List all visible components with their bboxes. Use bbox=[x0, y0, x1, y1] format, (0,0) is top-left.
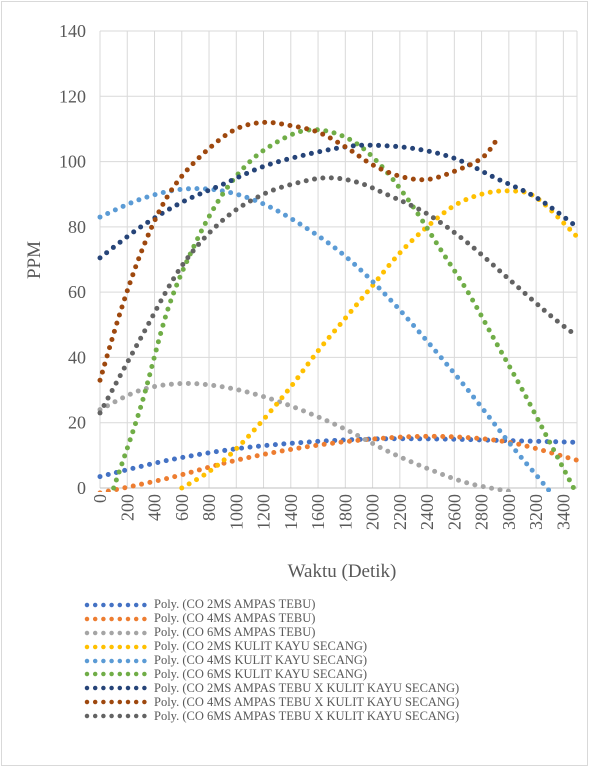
x-tick-label: 2200 bbox=[390, 494, 410, 530]
x-tick-label: 2800 bbox=[472, 494, 492, 530]
x-tick-label: 1400 bbox=[281, 494, 301, 530]
series-lines bbox=[97, 119, 580, 492]
legend: Poly. (CO 2MS AMPAS TEBU) Poly. (CO 4MS A… bbox=[84, 597, 564, 723]
x-tick-label: 600 bbox=[172, 494, 192, 521]
y-tick-label: 100 bbox=[59, 152, 86, 172]
x-tick-label: 2600 bbox=[444, 494, 464, 530]
legend-swatch bbox=[84, 629, 153, 637]
x-tick-label: 3400 bbox=[553, 494, 573, 530]
legend-swatch bbox=[84, 601, 153, 609]
y-tick-label: 80 bbox=[68, 217, 86, 237]
y-tick-label: 0 bbox=[77, 478, 86, 498]
series-line-4 bbox=[179, 188, 580, 491]
legend-label: Poly. (CO 6MS KULIT KAYU SECANG) bbox=[154, 666, 368, 681]
y-tick-label: 120 bbox=[59, 86, 86, 106]
x-tick-label: 2000 bbox=[363, 494, 383, 530]
x-tick-label: 1600 bbox=[308, 494, 328, 530]
legend-label: Poly. (CO 6MS AMPAS TEBU) bbox=[154, 625, 316, 640]
x-tick-label: 400 bbox=[145, 494, 165, 521]
gridlines bbox=[99, 30, 578, 489]
y-tick-labels: 0 20 40 60 80 100 120 140 bbox=[59, 21, 86, 498]
legend-item: Poly. (CO 6MS KULIT KAYU SECANG) bbox=[84, 667, 564, 681]
series-line-3 bbox=[97, 380, 512, 492]
legend-swatch bbox=[84, 698, 153, 706]
series-line-6 bbox=[111, 127, 579, 492]
series-line-8 bbox=[97, 119, 498, 383]
legend-label: Poly. (CO 2MS KULIT KAYU SECANG) bbox=[154, 639, 368, 654]
legend-label: Poly. (CO 2MS AMPAS TEBU X KULIT KAYU SE… bbox=[154, 680, 460, 695]
series-line-5 bbox=[97, 186, 553, 492]
legend-swatch bbox=[84, 643, 153, 651]
x-tick-labels: 0 200 400 600 800 1000 1200 1400 1600 1800 2000 220… bbox=[90, 494, 573, 530]
y-tick-label: 20 bbox=[68, 413, 86, 433]
series-line-2 bbox=[97, 433, 580, 492]
legend-swatch bbox=[84, 670, 153, 678]
legend-item: Poly. (CO 4MS KULIT KAYU SECANG) bbox=[84, 653, 564, 668]
legend-item: Poly. (CO 6MS AMPAS TEBU X KULIT KAYU SE… bbox=[84, 709, 564, 723]
legend-label: Poly. (CO 4MS AMPAS TEBU) bbox=[154, 611, 316, 626]
legend-item: Poly. (CO 4MS AMPAS TEBU) bbox=[84, 611, 564, 626]
legend-item: Poly. (CO 2MS AMPAS TEBU) bbox=[84, 597, 564, 612]
x-tick-label: 3200 bbox=[526, 494, 546, 530]
series-line-1 bbox=[97, 436, 580, 480]
y-tick-label: 140 bbox=[59, 21, 86, 41]
legend-item: Poly. (CO 2MS KULIT KAYU SECANG) bbox=[84, 639, 564, 654]
y-tick-label: 60 bbox=[68, 282, 86, 302]
x-tick-label: 1800 bbox=[335, 494, 355, 530]
legend-label: Poly. (CO 4MS AMPAS TEBU X KULIT KAYU SE… bbox=[154, 694, 460, 709]
x-tick-label: 800 bbox=[199, 494, 219, 521]
legend-item: Poly. (CO 6MS AMPAS TEBU) bbox=[84, 625, 564, 640]
x-tick-label: 1000 bbox=[226, 494, 246, 530]
x-axis-label: Waktu (Detik) bbox=[288, 561, 397, 582]
legend-label: Poly. (CO 2MS AMPAS TEBU) bbox=[154, 597, 316, 612]
x-tick-label: 3000 bbox=[499, 494, 519, 530]
x-tick-label: 2400 bbox=[417, 494, 437, 530]
x-tick-label: 200 bbox=[117, 494, 137, 521]
y-axis-label: PPM bbox=[24, 241, 45, 279]
series-line-9 bbox=[97, 175, 580, 416]
x-tick-label: 1200 bbox=[254, 494, 274, 530]
legend-swatch bbox=[84, 615, 153, 623]
legend-label: Poly. (CO 6MS AMPAS TEBU X KULIT KAYU SE… bbox=[154, 708, 460, 723]
legend-swatch bbox=[84, 657, 153, 665]
legend-swatch bbox=[84, 712, 153, 720]
x-tick-label: 0 bbox=[90, 494, 110, 503]
legend-label: Poly. (CO 4MS KULIT KAYU SECANG) bbox=[154, 653, 368, 668]
legend-item: Poly. (CO 4MS AMPAS TEBU X KULIT KAYU SE… bbox=[84, 695, 564, 709]
legend-item: Poly. (CO 2MS AMPAS TEBU X KULIT KAYU SE… bbox=[84, 681, 564, 695]
y-tick-label: 40 bbox=[68, 347, 86, 367]
legend-swatch bbox=[84, 684, 153, 692]
